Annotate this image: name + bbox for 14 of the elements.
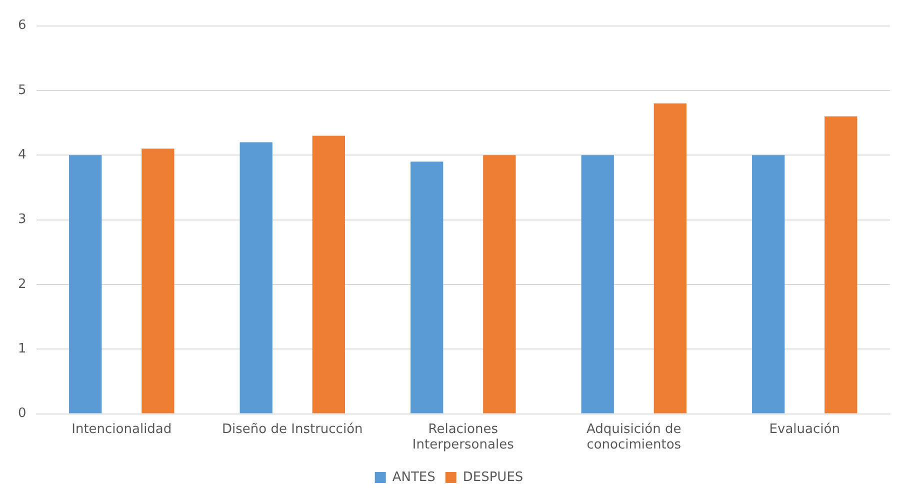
x-tick-label: Adquisición de conocimientos (586, 422, 682, 453)
x-tick-label: Intencionalidad (72, 422, 172, 437)
y-tick-label: 4 (18, 148, 26, 163)
y-tick-label: 0 (18, 406, 26, 422)
legend-label: DESPUES (462, 470, 524, 485)
legend-label: ANTES (392, 470, 436, 485)
y-tick-label: 5 (18, 82, 26, 98)
x-tick-label: Diseño de Instrucción (222, 422, 363, 437)
y-tick-label: 2 (18, 276, 26, 292)
y-tick-label: 3 (18, 212, 26, 228)
y-tick-label: 1 (18, 342, 26, 357)
x-tick-label: Relaciones Interpersonales (412, 422, 514, 453)
y-tick-label: 6 (18, 18, 26, 34)
x-tick-label: Evaluación (769, 422, 840, 437)
